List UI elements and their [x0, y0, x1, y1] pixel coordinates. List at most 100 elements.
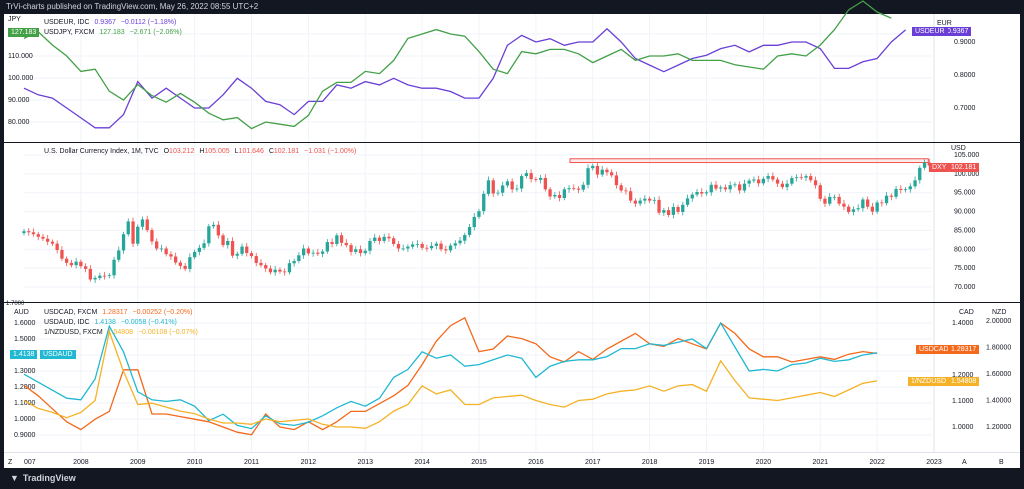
- candle-body: [254, 256, 258, 263]
- candle-body: [709, 184, 713, 193]
- pane1-legend-usdjpy[interactable]: USDJPY, FXCM 127.183 −2.671 (−2.06%): [44, 28, 182, 37]
- time-axis-labels[interactable]: 007 2008 2009 2010 2011 2012 2013 2014 2015 2016 2…: [4, 453, 1020, 469]
- pane3-left-unit: AUD: [14, 309, 29, 316]
- candle-body: [79, 261, 83, 267]
- candle-body: [325, 242, 329, 252]
- time-axis-label: 2023: [926, 459, 942, 466]
- candle-body: [529, 173, 533, 180]
- usdcad-tag-name: USDCAD: [919, 346, 949, 353]
- candle-body: [633, 200, 637, 204]
- candle-body: [847, 206, 851, 212]
- candle-body: [467, 227, 472, 235]
- candle-body: [752, 179, 756, 181]
- candle-body: [548, 189, 552, 197]
- pane3-left-tick: 1.5000: [14, 336, 36, 343]
- pane3-left-tick: 1.0000: [14, 416, 36, 423]
- candle-body: [202, 243, 206, 248]
- candle-body: [240, 246, 244, 254]
- pane1-legend-usdeur[interactable]: USDEUR, IDC 0.9367 −0.0112 (−1.18%): [44, 18, 176, 27]
- candle-body: [453, 243, 457, 246]
- candle-body: [249, 253, 254, 257]
- candle-body: [193, 251, 197, 258]
- candle-body: [287, 263, 292, 273]
- candle-body: [723, 187, 728, 190]
- candle-body: [363, 250, 367, 254]
- pane1-left-tick: 90.000: [8, 97, 30, 104]
- candle-body: [41, 236, 45, 239]
- timezone-button: Z: [8, 459, 13, 466]
- candle-body: [330, 242, 334, 244]
- candle-body: [539, 178, 543, 180]
- dxy-legend-title: U.S. Dollar Currency Index, 1M, TVC: [44, 148, 159, 155]
- usdcad-name-tag: USDCAD: [916, 345, 952, 354]
- candle-body: [889, 195, 893, 197]
- candle-body: [211, 224, 216, 227]
- pane2-right-tick: 70.000: [954, 284, 976, 291]
- pane3-mid-unit: CAD: [959, 309, 974, 316]
- pane2-plot[interactable]: 105.000 100.000 95.000 90.000 85.000 80.000 75…: [4, 143, 1020, 302]
- candle-body: [624, 190, 628, 192]
- legend-value: 1.28317: [102, 309, 128, 316]
- pane3-plot[interactable]: 1.6000 1.5000 1.4000 1.3000 1.2000 1.1000 1.00…: [4, 303, 1020, 452]
- candle-body: [136, 226, 140, 244]
- time-axis-label: 2018: [642, 459, 658, 466]
- candle-body: [226, 241, 230, 246]
- pane-fx-pairs[interactable]: 1.6000 1.5000 1.4000 1.3000 1.2000 1.1000 1.00…: [4, 301, 1020, 452]
- usdeur-tag-value: 0.9367: [947, 28, 969, 35]
- candle-body: [396, 244, 401, 249]
- chart-frame[interactable]: 120.000110.000100.00090.00080.0000.90000…: [4, 0, 1020, 469]
- tradingview-logo-icon: ▼: [10, 473, 19, 483]
- candle-body: [297, 255, 301, 261]
- candle-body: [714, 184, 718, 189]
- candle-body: [823, 198, 827, 204]
- candle-body: [742, 183, 747, 191]
- candle-body: [828, 196, 832, 204]
- pane3-left-cut-tick: 1.7000: [6, 301, 25, 307]
- dxy-price-tag: 102.181: [948, 163, 980, 172]
- candle-body: [444, 249, 448, 251]
- pane3-legend-usdaud[interactable]: USDAUD, IDC 1.4138 −0.0058 (−0.41%): [44, 318, 177, 327]
- pane2-legend[interactable]: U.S. Dollar Currency Index, 1M, TVC O103…: [44, 147, 356, 156]
- pane3-mid-tick: 1.1000: [952, 398, 974, 405]
- candle-body: [463, 235, 467, 241]
- candle-body: [401, 248, 405, 250]
- pane-usdeur-usdjpy[interactable]: 120.000110.000100.00090.00080.0000.90000…: [4, 0, 1020, 143]
- candle-body: [775, 179, 780, 184]
- candle-body: [164, 248, 168, 255]
- usdeur-tag-name: USDEUR: [915, 28, 945, 35]
- usdaud-price-tag: 1.4138: [10, 350, 38, 359]
- candle-body: [685, 198, 690, 205]
- pane3-legend-nzdusd[interactable]: 1/NZDUSD, FXCM 1.54808 −0.00108 (−0.07%): [44, 328, 198, 337]
- candle-body: [894, 188, 898, 197]
- candle-body: [65, 258, 69, 263]
- candle-body: [595, 165, 600, 175]
- time-axis-label: 2017: [585, 459, 601, 466]
- candle-body: [174, 256, 178, 263]
- pane3-legend-usdcad[interactable]: USDCAD, FXCM 1.28317 −0.00252 (−0.20%): [44, 308, 192, 317]
- publish-header-text: TrVi-charts published on TradingView.com…: [6, 2, 259, 11]
- pane-dxy[interactable]: 105.000 100.000 95.000 90.000 85.000 80.000 75…: [4, 143, 1020, 303]
- candle-body: [614, 175, 619, 186]
- pane3-right-tick: 1.80000: [986, 345, 1011, 352]
- candle-body: [771, 176, 775, 180]
- candle-body: [799, 177, 803, 179]
- candle-body: [813, 180, 818, 186]
- tradingview-logo-text: TradingView: [22, 473, 76, 483]
- candle-body: [88, 268, 92, 280]
- legend-change: −2.671 (−2.06%): [129, 29, 182, 36]
- time-axis[interactable]: 007 2008 2009 2010 2011 2012 2013 2014 2015 2016 2…: [4, 452, 1020, 469]
- candle-body: [335, 235, 339, 244]
- candle-body: [903, 189, 908, 191]
- dxy-high-label: H: [199, 148, 205, 155]
- time-axis-label: 2020: [756, 459, 772, 466]
- series-line-1-nzdusd: [23, 329, 878, 429]
- legend-value: 127.183: [99, 29, 125, 36]
- candle-body: [695, 192, 699, 195]
- pane1-plot[interactable]: 120.000110.000100.00090.00080.0000.90000…: [4, 0, 1020, 142]
- dxy-open-label: O: [163, 148, 170, 155]
- candle-body: [429, 245, 434, 249]
- candle-body: [387, 236, 391, 239]
- series-line-usdaud: [23, 321, 878, 430]
- candle-body: [918, 167, 922, 181]
- candle-body: [354, 249, 358, 252]
